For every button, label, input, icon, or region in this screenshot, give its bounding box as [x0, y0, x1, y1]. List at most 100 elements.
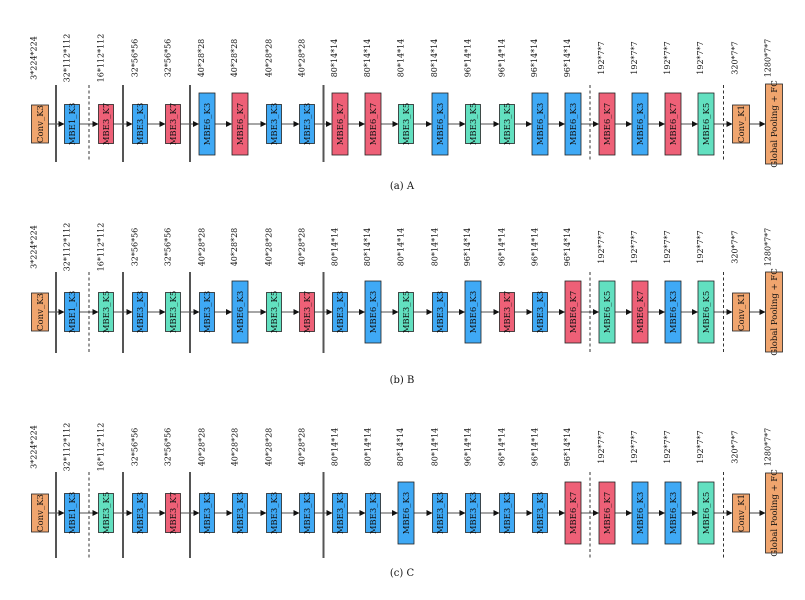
layer-block: Conv_K1 — [732, 292, 750, 332]
layer-block-box — [199, 493, 215, 533]
network-panel-2: Conv_K3 3*224*224 MBE1_K3 32*112*112 MBE3_K5… — [30, 223, 783, 386]
tensor-shape-label: 32*112*112 — [63, 223, 72, 272]
panel-caption: (a) A — [390, 181, 415, 192]
layer-block-box — [697, 280, 715, 344]
tensor-shape-label: 80*14*14 — [397, 39, 406, 78]
layer-block-box — [299, 292, 315, 332]
tensor-shape-label: 3*224*224 — [30, 425, 39, 469]
layer-block: MBE3_K5 — [398, 291, 414, 333]
layer-block-label: MBE3_K3 — [336, 291, 346, 334]
layer-block-box — [499, 493, 515, 533]
layer-block-label: MBE3_K3 — [369, 492, 379, 535]
layer-block: MBE3_K3 — [332, 492, 348, 534]
layer-block: MBE6_K5 — [598, 280, 616, 344]
layer-block-label: MBE6_K7 — [603, 103, 613, 146]
layer-block-box — [598, 481, 616, 545]
layer-block-box — [432, 292, 448, 332]
layer-block: Conv_K3 — [31, 104, 49, 144]
tensor-shape-label: 40*28*28 — [298, 428, 307, 467]
layer-block: MBE3_K3 — [432, 492, 448, 534]
layer-block-box — [364, 280, 382, 344]
tensor-shape-label: 96*14*14 — [498, 39, 507, 78]
layer-block: MBE6_K5 — [697, 92, 715, 156]
layer-block: Conv_K1 — [732, 104, 750, 144]
tensor-shape-label: 80*14*14 — [330, 39, 339, 78]
layer-block-label: MBE3_K3 — [469, 492, 479, 535]
tensor-shape-label: 192*7*7 — [630, 41, 639, 74]
layer-block-label: MBE3_K5 — [102, 291, 112, 334]
layer-block-label: MBE6_K5 — [702, 291, 712, 334]
layer-block-box — [165, 292, 181, 332]
layer-block-label: Global Pooling + FC — [770, 469, 780, 556]
layer-block-box — [465, 104, 481, 144]
tensor-shape-label: 40*28*28 — [298, 39, 307, 78]
layer-block-label: MBE6_K7 — [569, 291, 579, 334]
tensor-shape-label: 80*14*14 — [430, 39, 439, 78]
layer-block-label: MBE3_K3 — [503, 492, 513, 535]
layer-block-label: MBE6_K3 — [236, 291, 246, 334]
tensor-shape-label: 80*14*14 — [331, 428, 340, 467]
layer-block-box — [765, 83, 783, 165]
layer-block: MBE1_K3 — [64, 492, 80, 534]
layer-block-box — [499, 104, 515, 144]
layer-block: MBE3_K3 — [132, 103, 148, 145]
layer-block-label: MBE3_K3 — [270, 492, 280, 535]
panel-caption: (b) B — [390, 375, 415, 386]
network-panel-3: Conv_K3 3*224*224 MBE1_K3 32*112*112 MBE3_K5… — [30, 423, 783, 579]
layer-block: MBE3_K5 — [165, 291, 181, 333]
tensor-shape-label: 40*28*28 — [298, 228, 307, 267]
tensor-shape-label: 96*14*14 — [563, 228, 572, 267]
layer-block-label: MBE6_K3 — [469, 291, 479, 334]
layer-block-box — [765, 271, 783, 353]
layer-block: MBE3_K3 — [532, 291, 548, 333]
layer-block: MBE6_K3 — [397, 481, 415, 545]
layer-block-box — [631, 92, 649, 156]
layer-block: MBE6_K3 — [364, 280, 382, 344]
layer-block-box — [231, 280, 249, 344]
layer-block-box — [98, 104, 114, 144]
layer-block: MBE3_K3 — [465, 492, 481, 535]
layer-block: MBE3_K7 — [299, 291, 315, 333]
layer-block-box — [564, 481, 582, 545]
tensor-shape-label: 32*56*56 — [131, 428, 140, 467]
tensor-shape-label: 320*7*7 — [731, 430, 740, 463]
layer-block-box — [697, 92, 715, 156]
layer-block: MBE3_K3 — [499, 492, 515, 535]
layer-block: Global Pooling + FC — [765, 80, 783, 168]
layer-block-label: MBE6_K3 — [369, 291, 379, 334]
layer-block-box — [266, 292, 282, 332]
tensor-shape-label: 96*14*14 — [563, 428, 572, 467]
layer-block-label: MBE3_K7 — [169, 492, 179, 535]
tensor-shape-label: 40*28*28 — [265, 228, 274, 267]
tensor-shape-label: 40*28*28 — [265, 39, 274, 78]
tensor-shape-label: 80*14*14 — [363, 39, 372, 78]
layer-block-box — [331, 92, 349, 156]
layer-block-box — [266, 493, 282, 533]
tensor-shape-label: 96*14*14 — [464, 39, 473, 78]
tensor-shape-label: 80*14*14 — [396, 428, 405, 467]
tensor-shape-label: 40*28*28 — [198, 228, 207, 267]
layer-block-label: MBE6_K3 — [402, 492, 412, 535]
layer-block: Conv_K1 — [732, 493, 750, 533]
tensor-shape-label: 1280*7*7 — [764, 428, 773, 467]
layer-block: MBE3_K3 — [365, 492, 381, 535]
layer-block-box — [299, 104, 315, 144]
layer-block-box — [398, 292, 414, 332]
tensor-shape-label: 320*7*7 — [731, 230, 740, 263]
layer-block: MBE6_K3 — [198, 92, 216, 156]
layer-block-box — [198, 92, 216, 156]
tensor-shape-label: 96*14*14 — [530, 39, 539, 78]
layer-block-box — [31, 292, 49, 332]
layer-block-box — [64, 292, 80, 332]
layer-block-label: MBE3_K3 — [270, 103, 280, 146]
layer-block: MBE3_K7 — [165, 492, 181, 535]
tensor-shape-label: 16*112*112 — [97, 423, 106, 472]
tensor-shape-label: 1280*7*7 — [764, 39, 773, 78]
tensor-shape-label: 32*56*56 — [131, 228, 140, 267]
tensor-shape-label: 192*7*7 — [696, 41, 705, 74]
layer-block: MBE3_K5 — [499, 103, 515, 145]
layer-block: MBE3_K7 — [499, 291, 515, 333]
layer-block-box — [732, 493, 750, 533]
layer-block-box — [165, 104, 181, 144]
